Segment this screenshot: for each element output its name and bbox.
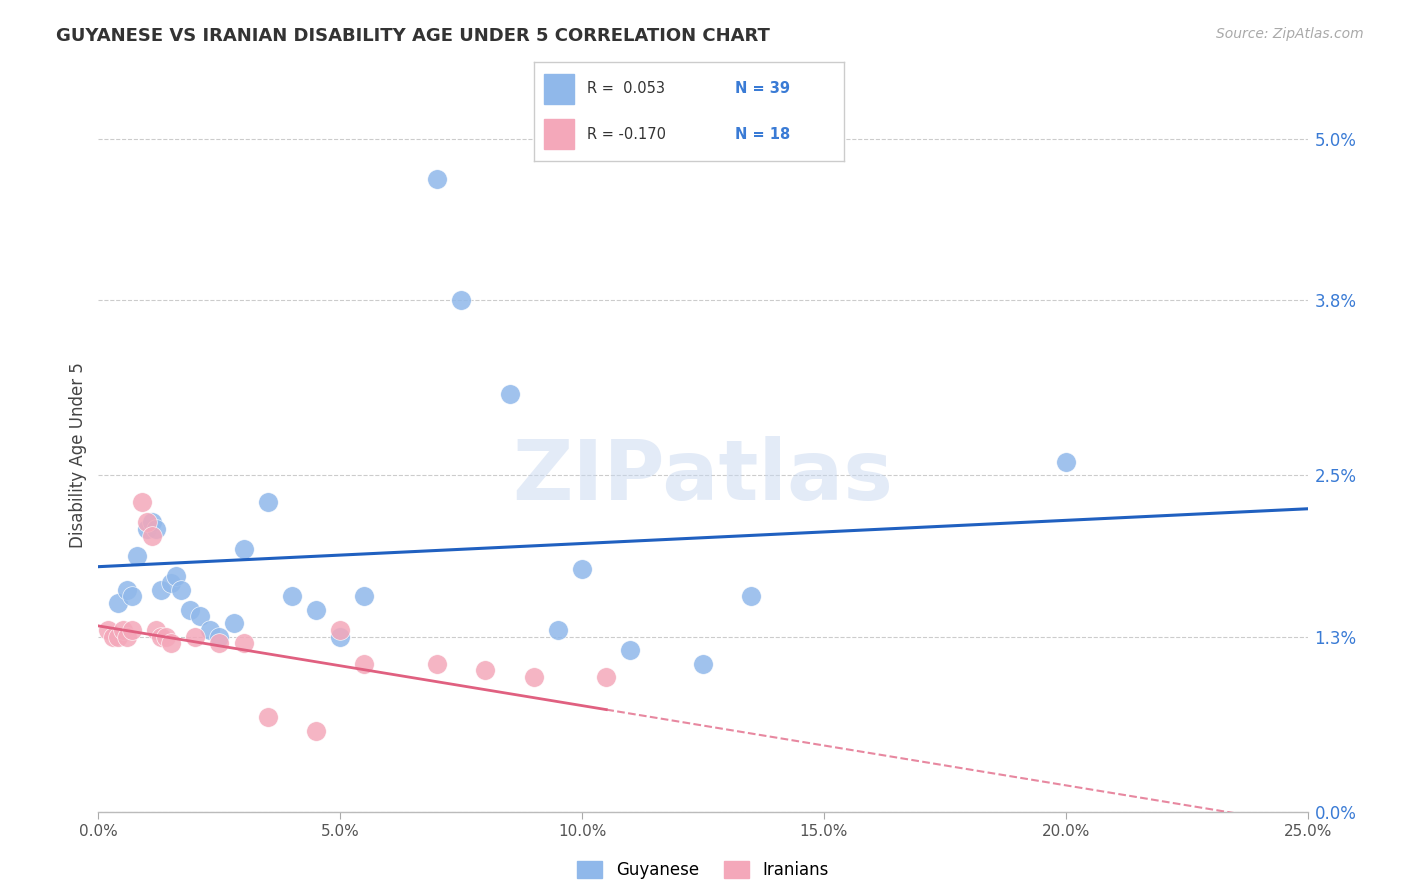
Point — [160, 575, 183, 590]
Legend: Guyanese, Iranians: Guyanese, Iranians — [571, 854, 835, 886]
Point — [97, 623, 120, 637]
Point — [232, 542, 254, 557]
Point — [222, 616, 245, 631]
Point — [135, 515, 157, 529]
Point — [692, 657, 714, 671]
Point — [145, 623, 167, 637]
Point — [165, 569, 187, 583]
Point — [353, 657, 375, 671]
Point — [117, 630, 139, 644]
Point — [256, 710, 278, 724]
Point — [426, 657, 449, 671]
Point — [188, 609, 211, 624]
Point — [141, 515, 163, 529]
Point — [111, 623, 134, 637]
Point — [571, 562, 593, 576]
Point — [523, 670, 546, 684]
Point — [498, 387, 520, 401]
Point — [179, 603, 201, 617]
Point — [740, 589, 762, 603]
Point — [150, 582, 173, 597]
Point — [1054, 455, 1077, 469]
Text: Source: ZipAtlas.com: Source: ZipAtlas.com — [1216, 27, 1364, 41]
Point — [169, 582, 191, 597]
Text: ZIPatlas: ZIPatlas — [513, 436, 893, 516]
Text: N = 18: N = 18 — [735, 127, 790, 142]
Y-axis label: Disability Age Under 5: Disability Age Under 5 — [69, 362, 87, 548]
Point — [547, 623, 569, 637]
Point — [450, 293, 472, 307]
Bar — [544, 120, 575, 149]
Point — [281, 589, 304, 603]
Point — [198, 623, 221, 637]
Point — [160, 636, 183, 650]
Text: N = 39: N = 39 — [735, 81, 790, 96]
Point — [474, 664, 496, 678]
Point — [107, 630, 129, 644]
Point — [184, 630, 207, 644]
Point — [208, 636, 231, 650]
Point — [131, 495, 153, 509]
Text: GUYANESE VS IRANIAN DISABILITY AGE UNDER 5 CORRELATION CHART: GUYANESE VS IRANIAN DISABILITY AGE UNDER… — [56, 27, 770, 45]
Point — [121, 589, 143, 603]
Point — [256, 495, 278, 509]
Point — [145, 522, 167, 536]
Point — [232, 636, 254, 650]
Point — [141, 529, 163, 543]
Point — [121, 623, 143, 637]
Point — [426, 172, 449, 186]
Point — [208, 630, 231, 644]
Point — [329, 630, 352, 644]
Point — [619, 643, 641, 657]
Point — [135, 522, 157, 536]
Text: R =  0.053: R = 0.053 — [586, 81, 665, 96]
Point — [329, 623, 352, 637]
Point — [150, 630, 173, 644]
Point — [127, 549, 149, 563]
Point — [101, 630, 124, 644]
Text: R = -0.170: R = -0.170 — [586, 127, 666, 142]
Point — [305, 723, 328, 738]
Point — [107, 596, 129, 610]
Point — [155, 630, 177, 644]
Point — [117, 582, 139, 597]
Point — [305, 603, 328, 617]
Bar — [544, 74, 575, 103]
Point — [353, 589, 375, 603]
Point — [595, 670, 617, 684]
